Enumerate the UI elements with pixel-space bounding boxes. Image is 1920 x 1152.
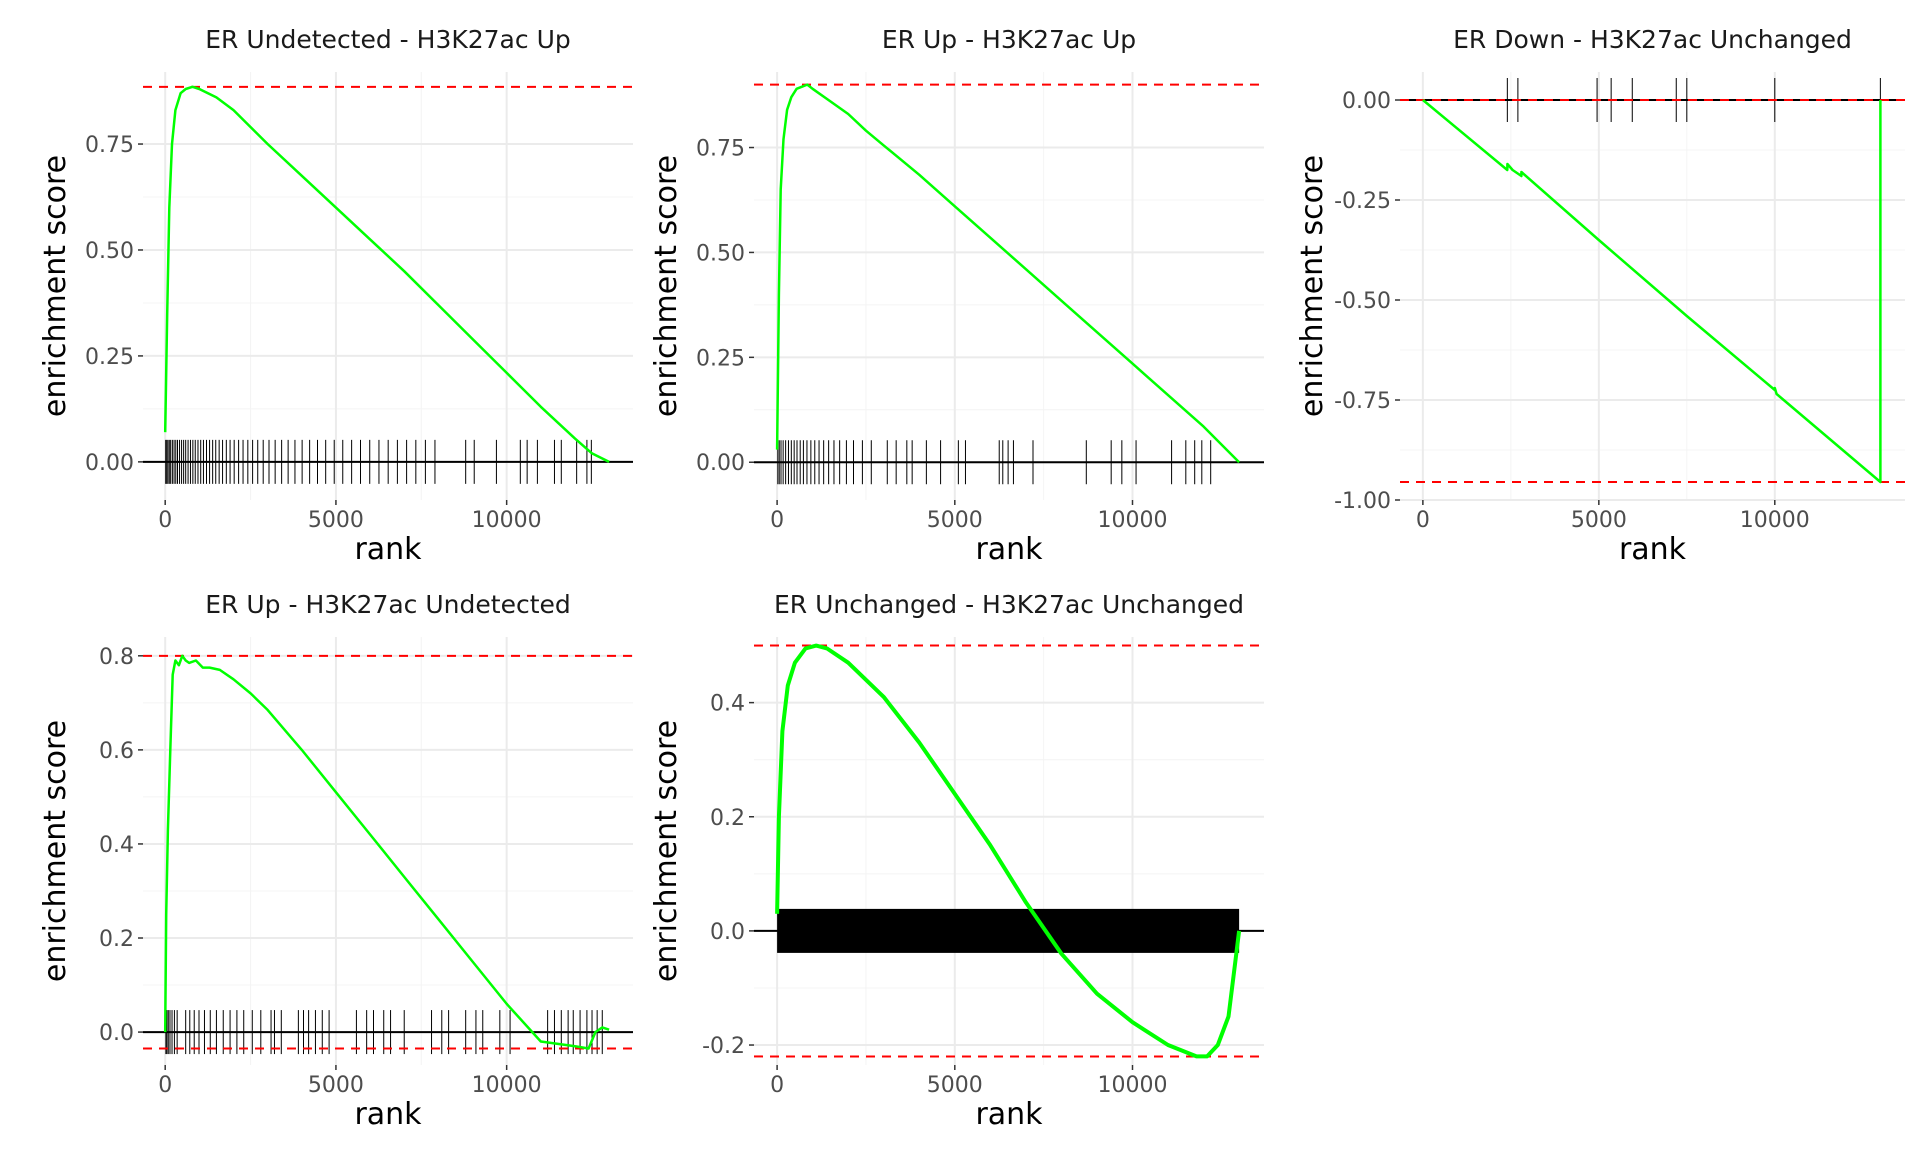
panel-title: ER Up - H3K27ac Undetected — [205, 590, 571, 619]
y-tick-label: 0.25 — [696, 346, 745, 371]
y-tick-label: 0.4 — [710, 692, 745, 717]
x-tick-label: 10000 — [1098, 508, 1168, 533]
y-tick-label: 0.75 — [85, 133, 134, 158]
y-tick-label: -0.75 — [1334, 389, 1391, 414]
y-tick-label: 0.00 — [1342, 89, 1391, 114]
x-axis-title: rank — [1619, 532, 1687, 567]
x-axis-title: rank — [354, 532, 422, 567]
y-tick-label: 0.25 — [85, 345, 134, 370]
x-tick-label: 0 — [770, 1073, 784, 1098]
enrichment-line — [163, 85, 610, 464]
x-tick-label: 5000 — [1571, 508, 1627, 533]
y-tick-label: 0.50 — [85, 239, 134, 264]
y-tick-label: 0.00 — [696, 451, 745, 476]
x-tick-label: 10000 — [1098, 1073, 1168, 1098]
y-tick-label: 0.00 — [85, 451, 134, 476]
panel-2: 0 5000 10000 0.00 0.25 0.50 0.75 ER Up - H3K27a… — [649, 25, 1264, 567]
y-tick-label: 0.2 — [710, 806, 745, 831]
y-tick-label: -0.50 — [1334, 289, 1391, 314]
panel-4: 0 5000 10000 0.0 0.2 0.4 0.6 0.8 ER Up - H3K27ac… — [38, 590, 633, 1132]
panel-title: ER Down - H3K27ac Unchanged — [1453, 25, 1852, 54]
enrichment-line — [1422, 99, 1882, 484]
x-tick-label: 0 — [158, 1073, 172, 1098]
y-tick-label: -1.00 — [1334, 489, 1391, 514]
y-tick-label: 0.8 — [99, 645, 134, 670]
y-tick-label: 0.50 — [696, 241, 745, 266]
x-tick-label: 0 — [770, 508, 784, 533]
y-axis-title: enrichment score — [649, 155, 684, 417]
y-tick-label: 0.75 — [696, 137, 745, 162]
x-tick-label: 10000 — [472, 1073, 542, 1098]
x-tick-label: 5000 — [927, 1073, 983, 1098]
y-axis-title: enrichment score — [38, 155, 73, 417]
panel-title: ER Up - H3K27ac Up — [882, 25, 1136, 54]
y-tick-label: 0.6 — [99, 739, 134, 764]
y-tick-label: 0.0 — [99, 1021, 134, 1046]
x-tick-label: 10000 — [1740, 508, 1810, 533]
x-tick-label: 5000 — [927, 508, 983, 533]
panel-title: ER Undetected - H3K27ac Up — [205, 25, 571, 54]
x-tick-label: 5000 — [308, 1073, 364, 1098]
y-tick-label: 0.4 — [99, 833, 134, 858]
panel-3: 0 5000 10000 -1.00 -0.75 -0.50 -0.25 0.00 ER Dow… — [1295, 25, 1905, 567]
y-axis-title: enrichment score — [38, 720, 73, 982]
panel-1: 0 5000 10000 0.00 0.25 0.50 0.75 ER Undetected … — [38, 25, 633, 567]
x-tick-label: 0 — [158, 508, 172, 533]
y-tick-label: 0.0 — [710, 920, 745, 945]
x-axis-title: rank — [975, 1097, 1043, 1132]
enrichment-line — [775, 643, 1242, 1059]
panel-5: 0 5000 10000 -0.2 0.0 0.2 0.4 ER Unchanged - H3… — [649, 590, 1264, 1132]
x-tick-label: 5000 — [308, 508, 364, 533]
x-tick-label: 0 — [1416, 508, 1430, 533]
y-axis-title: enrichment score — [1295, 155, 1330, 417]
y-tick-label: 0.2 — [99, 927, 134, 952]
panel-title: ER Unchanged - H3K27ac Unchanged — [774, 590, 1244, 619]
enrichment-line — [775, 83, 1240, 464]
x-axis-title: rank — [354, 1097, 422, 1132]
y-axis-title: enrichment score — [649, 720, 684, 982]
y-tick-label: -0.25 — [1334, 189, 1391, 214]
y-tick-label: -0.2 — [702, 1034, 745, 1059]
x-tick-label: 10000 — [472, 508, 542, 533]
enrichment-line — [163, 654, 610, 1050]
x-axis-title: rank — [975, 532, 1043, 567]
